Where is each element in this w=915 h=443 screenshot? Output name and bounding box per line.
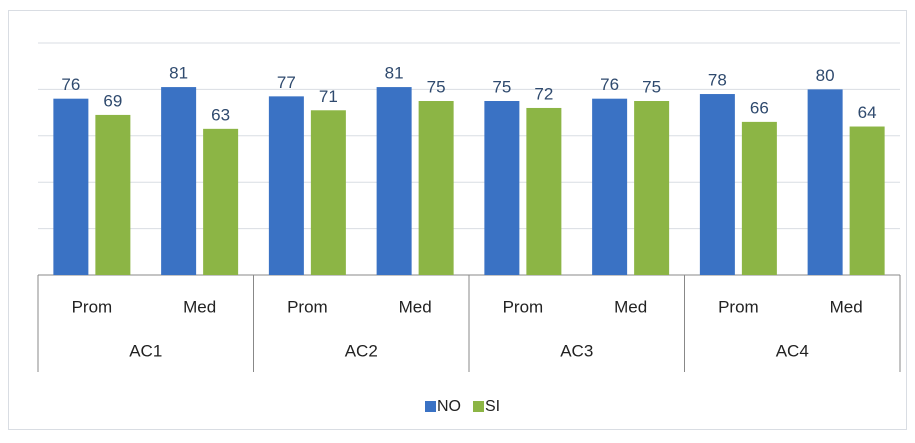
bar [807, 89, 843, 276]
data-label: 75 [492, 77, 511, 96]
x-tick-label: Prom [503, 297, 544, 316]
data-label: 71 [319, 87, 338, 106]
group-label: AC2 [345, 341, 378, 360]
bar [310, 110, 346, 275]
data-label: 81 [385, 64, 404, 83]
bar [699, 94, 735, 275]
x-tick-label: Med [399, 297, 432, 316]
bar [849, 126, 885, 276]
bar [592, 98, 628, 276]
x-tick-label: Prom [718, 297, 759, 316]
group-label: AC1 [129, 341, 162, 360]
data-label: 78 [708, 71, 727, 90]
data-label: 72 [534, 84, 553, 103]
data-label: 76 [600, 75, 619, 94]
data-label: 81 [169, 64, 188, 83]
bar [376, 87, 412, 275]
data-label: 80 [816, 66, 835, 85]
bar [95, 114, 131, 275]
bar [203, 128, 239, 275]
group-label: AC3 [560, 341, 593, 360]
x-tick-label: Prom [72, 297, 113, 316]
x-tick-label: Med [183, 297, 216, 316]
data-label: 63 [211, 105, 230, 124]
bar [634, 101, 670, 275]
data-label: 76 [61, 75, 80, 94]
data-label: 69 [103, 91, 122, 110]
legend-swatch [425, 401, 436, 412]
legend-label: SI [485, 398, 500, 415]
data-label: 75 [427, 77, 446, 96]
data-label: 75 [642, 77, 661, 96]
bar [53, 98, 89, 276]
data-label: 77 [277, 73, 296, 92]
legend-swatch [473, 401, 484, 412]
bar [268, 96, 304, 275]
bar [526, 107, 562, 276]
group-label: AC4 [776, 341, 809, 360]
x-tick-label: Prom [287, 297, 328, 316]
bar [418, 101, 454, 275]
x-tick-label: Med [830, 297, 863, 316]
legend-label: NO [437, 398, 461, 415]
data-label: 66 [750, 98, 769, 117]
x-tick-label: Med [614, 297, 647, 316]
bar [741, 121, 777, 275]
bar [161, 87, 197, 275]
data-label: 64 [858, 103, 877, 122]
bar [484, 101, 520, 275]
